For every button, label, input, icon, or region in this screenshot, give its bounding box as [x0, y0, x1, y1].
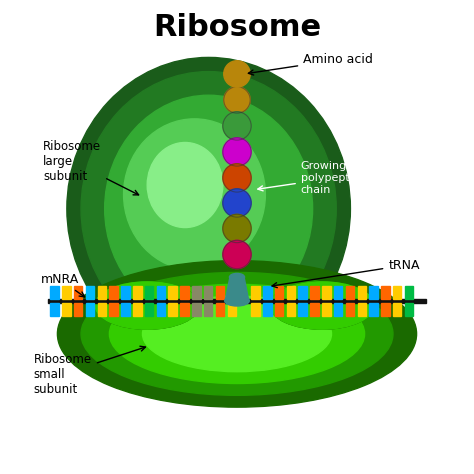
Bar — [287, 286, 295, 299]
Bar — [381, 286, 390, 299]
Bar — [299, 286, 307, 299]
Bar — [62, 286, 71, 299]
Bar — [48, 299, 426, 303]
Text: mNRA: mNRA — [41, 273, 84, 297]
Bar — [180, 286, 189, 299]
Ellipse shape — [57, 261, 417, 407]
Bar — [393, 303, 401, 316]
Circle shape — [224, 61, 250, 87]
Bar — [156, 286, 165, 299]
Bar — [180, 303, 189, 316]
Bar — [168, 303, 177, 316]
Text: Growing
polypeptide
chain: Growing polypeptide chain — [258, 161, 367, 194]
Circle shape — [223, 164, 251, 192]
Bar — [98, 303, 106, 316]
Bar — [381, 303, 390, 316]
Bar — [98, 286, 106, 299]
Bar — [156, 303, 165, 316]
Bar — [357, 303, 366, 316]
Bar — [86, 303, 94, 316]
Ellipse shape — [229, 273, 245, 281]
Bar — [192, 286, 201, 299]
Text: tRNA: tRNA — [272, 259, 420, 288]
Bar — [369, 286, 378, 299]
Bar — [369, 303, 378, 316]
Text: Ribosome
small
subunit: Ribosome small subunit — [34, 346, 146, 396]
Bar — [74, 286, 82, 299]
Bar — [310, 286, 319, 299]
Bar — [121, 286, 130, 299]
Text: Ribosome
large
subunit: Ribosome large subunit — [43, 140, 138, 195]
Polygon shape — [225, 277, 249, 301]
Bar — [216, 303, 224, 316]
Ellipse shape — [81, 72, 336, 346]
Ellipse shape — [105, 95, 313, 322]
Text: Amino acid: Amino acid — [248, 53, 373, 75]
Circle shape — [223, 138, 251, 166]
Circle shape — [224, 87, 250, 113]
Bar — [346, 303, 354, 316]
Bar — [50, 303, 59, 316]
Bar — [275, 303, 283, 316]
Bar — [322, 286, 330, 299]
Bar — [357, 286, 366, 299]
Bar — [168, 286, 177, 299]
Bar — [346, 286, 354, 299]
Text: Ribosome: Ribosome — [153, 12, 321, 42]
Ellipse shape — [124, 119, 265, 270]
Bar — [216, 286, 224, 299]
Ellipse shape — [143, 296, 331, 372]
Bar — [405, 286, 413, 299]
Ellipse shape — [270, 282, 374, 329]
Bar — [228, 286, 236, 299]
Ellipse shape — [270, 282, 374, 329]
Bar — [322, 303, 330, 316]
Ellipse shape — [270, 282, 374, 329]
Bar — [251, 286, 260, 299]
Bar — [334, 286, 342, 299]
Bar — [299, 303, 307, 316]
Bar — [204, 303, 212, 316]
Bar — [228, 303, 236, 316]
Bar — [133, 303, 142, 316]
Bar — [405, 303, 413, 316]
Bar — [393, 286, 401, 299]
Bar — [192, 303, 201, 316]
Bar — [263, 286, 272, 299]
Ellipse shape — [95, 282, 199, 329]
Ellipse shape — [81, 273, 393, 395]
Bar — [74, 303, 82, 316]
Bar — [334, 303, 342, 316]
Bar — [204, 286, 212, 299]
Ellipse shape — [147, 143, 223, 228]
Bar — [251, 303, 260, 316]
Bar — [50, 286, 59, 299]
Circle shape — [223, 214, 251, 243]
Bar — [109, 286, 118, 299]
Circle shape — [223, 112, 251, 140]
Ellipse shape — [109, 284, 365, 383]
Bar — [109, 303, 118, 316]
Bar — [145, 303, 154, 316]
Ellipse shape — [67, 57, 350, 360]
Bar — [86, 286, 94, 299]
Bar — [310, 303, 319, 316]
Ellipse shape — [95, 282, 199, 329]
Circle shape — [223, 240, 251, 269]
Bar — [62, 303, 71, 316]
Bar — [275, 286, 283, 299]
Bar — [145, 286, 154, 299]
Bar — [263, 303, 272, 316]
Bar — [133, 286, 142, 299]
Ellipse shape — [95, 282, 199, 329]
Circle shape — [223, 189, 251, 217]
Bar — [121, 303, 130, 316]
Ellipse shape — [225, 296, 249, 306]
Bar — [287, 303, 295, 316]
